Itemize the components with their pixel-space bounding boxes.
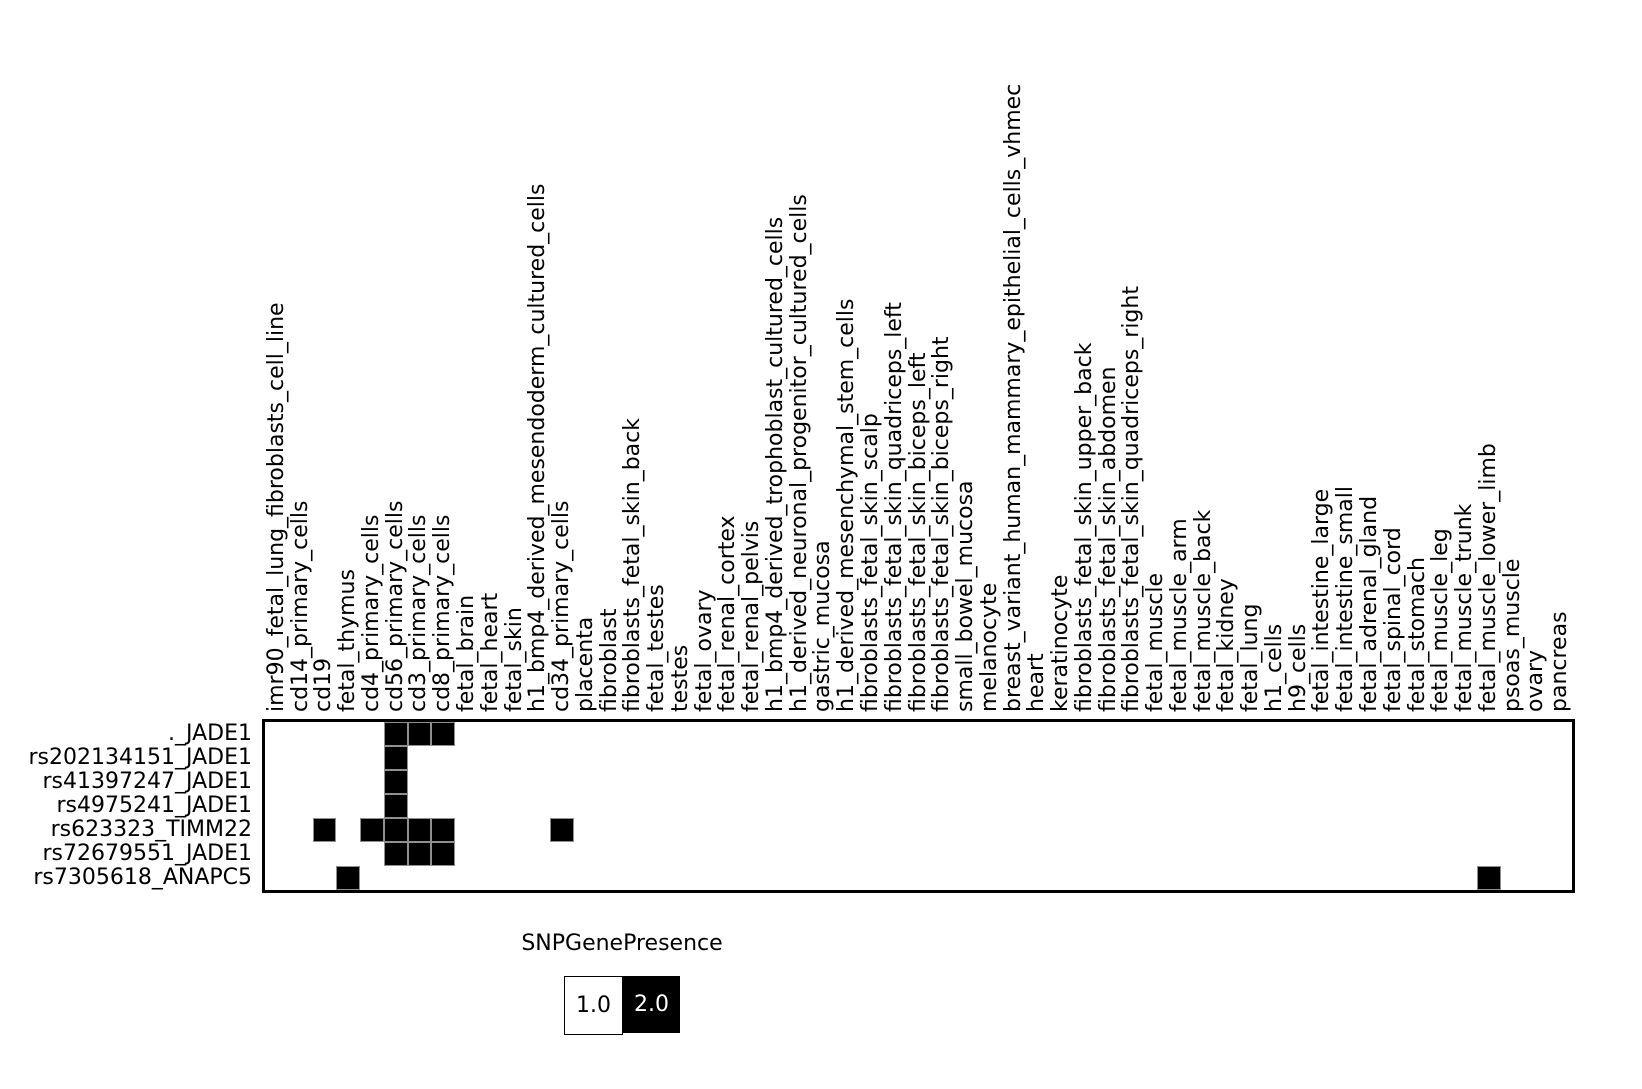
column-label: placenta: [572, 616, 598, 712]
column-label: fetal_testes: [644, 584, 670, 712]
heatmap-cell: [407, 818, 432, 842]
column-label: h1_bmp4_derived_trophoblast_cultured_cel…: [762, 216, 788, 712]
column-label: cd19: [311, 657, 337, 712]
column-label: cd3_primary_cells: [406, 514, 432, 712]
row-label: rs7305618_ANAPC5: [33, 865, 252, 890]
column-label: cd8_primary_cells: [430, 514, 456, 712]
heatmap-cell: [383, 794, 408, 818]
column-label: fetal_renal_pelvis: [739, 520, 765, 712]
legend-swatch: 1.0: [564, 976, 623, 1035]
column-label: h1_bmp4_derived_mesendoderm_cultured_cel…: [525, 183, 551, 713]
heatmap-cell: [383, 842, 408, 866]
column-label: ovary: [1523, 649, 1549, 712]
column-label: fetal_lung: [1238, 603, 1264, 712]
column-label: fetal_adrenal_gland: [1357, 495, 1382, 712]
row-label: rs4975241_JADE1: [56, 793, 252, 818]
row-label: rs41397247_JADE1: [42, 769, 252, 794]
column-label: fetal_kidney: [1214, 578, 1240, 712]
column-label: fetal_renal_cortex: [715, 515, 741, 712]
column-label: fetal_intestine_small: [1333, 486, 1359, 712]
heatmap-cell: [431, 722, 456, 746]
heatmap-plot: [262, 719, 1575, 893]
row-label: rs202134151_JADE1: [28, 745, 252, 770]
heatmap-cell: [383, 746, 408, 770]
column-label: keratinocyte: [1048, 574, 1074, 712]
column-label: fibroblasts_fetal_skin_abdomen: [1095, 366, 1121, 713]
column-label: h1_derived_mesenchymal_stem_cells: [834, 298, 860, 712]
heatmap-cell: [407, 722, 432, 746]
column-label: melanocyte: [976, 582, 1002, 712]
column-label: cd14_primary_cells: [287, 500, 313, 712]
column-label: cd4_primary_cells: [358, 514, 384, 712]
column-label: h9_cells: [1285, 623, 1311, 712]
column-label: fibroblasts_fetal_skin_quadriceps_left: [881, 302, 907, 712]
heatmap-cell: [1476, 866, 1501, 890]
column-label: fetal_intestine_large: [1309, 488, 1335, 712]
column-label: fetal_stomach: [1404, 557, 1430, 712]
column-label: h1_derived_neuronal_progenitor_cultured_…: [786, 194, 812, 712]
column-label: fetal_spinal_cord: [1380, 527, 1406, 712]
legend-swatches: 1.0 2.0: [452, 976, 792, 1035]
column-label: testes: [667, 644, 693, 712]
column-label: fetal_muscle_back: [1190, 509, 1216, 712]
column-label: heart: [1024, 653, 1050, 712]
heatmap-cell: [407, 842, 432, 866]
column-label: psoas_muscle: [1499, 558, 1525, 712]
heatmap-cell: [312, 818, 337, 842]
column-label: fetal_thymus: [335, 569, 361, 712]
row-label: ._JADE1: [168, 721, 252, 746]
heatmap-cell: [383, 722, 408, 746]
column-label: fibroblast: [596, 608, 622, 713]
legend: SNPGenePresence 1.0 2.0: [452, 930, 792, 1035]
column-label: fetal_muscle_arm: [1166, 518, 1192, 712]
column-label: gastric_mucosa: [810, 540, 836, 712]
legend-swatch: 2.0: [623, 976, 680, 1033]
column-label: cd56_primary_cells: [382, 500, 408, 712]
legend-title: SNPGenePresence: [521, 931, 723, 956]
column-label: fetal_muscle_trunk: [1452, 503, 1478, 712]
column-label: fibroblasts_fetal_skin_biceps_right: [929, 336, 955, 712]
column-label: fetal_brain: [453, 594, 479, 712]
row-label: rs72679551_JADE1: [42, 841, 252, 866]
column-label: fibroblasts_fetal_skin_scalp: [857, 413, 883, 712]
heatmap-cell: [550, 818, 574, 842]
column-label: fibroblasts_fetal_skin_back: [620, 418, 646, 712]
column-label: fibroblasts_fetal_skin_quadriceps_right: [1119, 286, 1145, 712]
column-label: h1_cells: [1261, 623, 1287, 712]
column-label: fibroblasts_fetal_skin_biceps_left: [905, 352, 931, 712]
heatmap-cell: [336, 866, 361, 890]
column-label: fetal_muscle_lower_limb: [1475, 443, 1501, 712]
column-label: fetal_ovary: [691, 589, 717, 712]
column-label: pancreas: [1547, 611, 1573, 712]
column-label: fetal_muscle_leg: [1428, 528, 1454, 712]
heatmap-cell: [431, 818, 456, 842]
column-label: cd34_primary_cells: [549, 500, 575, 712]
column-label: breast_variant_human_mammary_epithelial_…: [1000, 83, 1026, 712]
column-label: fetal_muscle: [1143, 572, 1169, 712]
column-label: small_bowel_mucosa: [953, 480, 979, 712]
column-label: imr90_fetal_lung_fibroblasts_cell_line: [263, 302, 289, 712]
column-label: fetal_skin: [501, 607, 527, 712]
heatmap-cell: [383, 770, 408, 794]
heatmap-cell: [360, 818, 384, 842]
column-label: fibroblasts_fetal_skin_upper_back: [1071, 342, 1097, 712]
column-label: fetal_heart: [477, 592, 503, 712]
heatmap-cell: [383, 818, 408, 842]
row-label: rs623323_TIMM22: [50, 817, 252, 842]
heatmap-cell: [431, 842, 456, 866]
